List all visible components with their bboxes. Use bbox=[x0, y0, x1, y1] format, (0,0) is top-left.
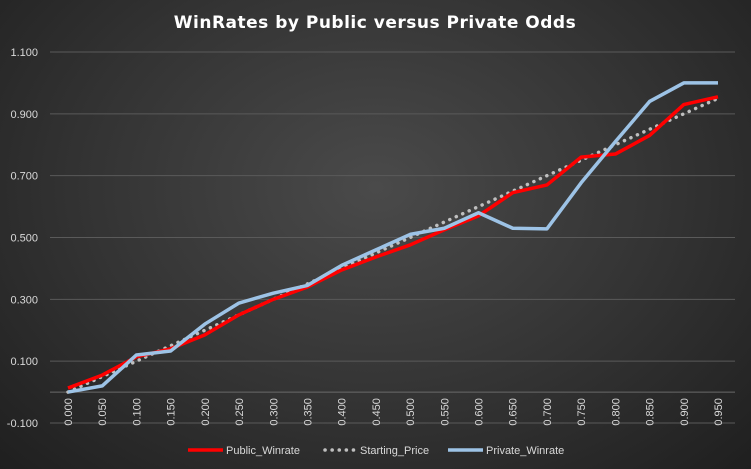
x-tick-label: 0.450 bbox=[371, 398, 383, 426]
x-tick-label: 0.800 bbox=[610, 398, 622, 426]
y-tick-label: 1.100 bbox=[10, 47, 38, 59]
x-tick-label: 0.550 bbox=[439, 398, 451, 426]
series-line-starting-price bbox=[66, 96, 720, 394]
x-tick-label: 0.250 bbox=[234, 398, 246, 426]
x-tick-label: 0.600 bbox=[474, 398, 486, 426]
chart-title: WinRates by Public versus Private Odds bbox=[174, 13, 576, 33]
x-tick-label: 0.850 bbox=[645, 398, 657, 426]
x-tick-label: 0.050 bbox=[97, 398, 109, 426]
y-tick-label: 0.900 bbox=[10, 109, 38, 121]
x-tick-label: 0.100 bbox=[131, 398, 143, 426]
x-tick-label: 0.750 bbox=[576, 398, 588, 426]
y-tick-label: 0.500 bbox=[10, 233, 38, 245]
x-tick-label: 0.150 bbox=[166, 398, 178, 426]
x-tick-label: 0.700 bbox=[542, 398, 554, 426]
legend-label: Public_Winrate bbox=[226, 445, 300, 457]
x-tick-label: 0.300 bbox=[268, 398, 280, 426]
x-tick-label: 0.650 bbox=[508, 398, 520, 426]
x-tick-label: 0.400 bbox=[337, 398, 349, 426]
x-tick-label: 0.950 bbox=[713, 398, 725, 426]
y-tick-label: 0.100 bbox=[10, 356, 38, 368]
x-tick-label: 0.500 bbox=[405, 398, 417, 426]
x-tick-label: 0.350 bbox=[302, 398, 314, 426]
series-line-private-winrate bbox=[67, 81, 718, 394]
legend-label: Private_Winrate bbox=[486, 445, 564, 457]
x-tick-label: 0.000 bbox=[63, 398, 75, 426]
y-tick-label: -0.100 bbox=[7, 418, 38, 430]
legend-label: Starting_Price bbox=[360, 445, 429, 457]
x-tick-label: 0.900 bbox=[679, 398, 691, 426]
y-tick-label: 0.300 bbox=[10, 294, 38, 306]
x-tick-label: 0.200 bbox=[200, 398, 212, 426]
y-tick-label: 0.700 bbox=[10, 171, 38, 183]
